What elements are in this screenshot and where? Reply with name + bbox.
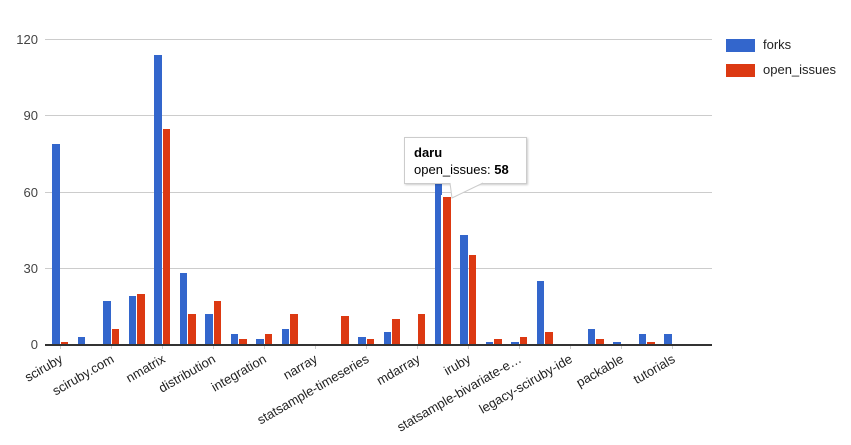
bar-forks-daru[interactable] — [434, 184, 443, 345]
x-axis-tick — [59, 346, 61, 349]
open-issues-swatch-icon — [726, 63, 755, 77]
y-axis-label: 0 — [30, 336, 38, 352]
x-axis-label: mdarray — [373, 351, 423, 388]
x-axis-label: narray — [280, 351, 321, 383]
x-axis-tick — [212, 346, 214, 349]
bar-forks-cat7[interactable] — [230, 334, 239, 345]
x-axis-tick — [161, 346, 163, 349]
x-axis-tick — [518, 346, 520, 349]
bar-open_issues-cat5[interactable] — [188, 313, 196, 345]
y-axis-label: 90 — [23, 108, 38, 124]
gridline — [45, 39, 712, 41]
bar-open_issues-cat19[interactable] — [545, 331, 553, 345]
x-axis-label: legacy-sciruby-ide — [476, 351, 576, 417]
tooltip-pointer-icon — [449, 182, 484, 199]
bar-open_issues-cat11[interactable] — [341, 316, 349, 345]
gridline — [45, 115, 712, 117]
bar-forks-cat23[interactable] — [638, 334, 647, 345]
x-axis-tick — [569, 346, 571, 349]
gridline — [45, 267, 712, 269]
forks-swatch-icon — [726, 38, 755, 52]
legend-item-open-issues: open_issues — [726, 63, 836, 77]
x-axis-tick — [314, 346, 316, 349]
bar-forks-nmatrix[interactable] — [154, 55, 162, 345]
x-axis-tick — [365, 346, 367, 349]
x-axis-label: integration — [209, 351, 270, 395]
legend-label: open_issues — [763, 62, 836, 77]
bar-open_issues-cat17[interactable] — [494, 339, 502, 345]
bar-open_issues-cat21[interactable] — [596, 339, 604, 345]
x-axis-tick — [416, 346, 418, 349]
bar-open_issues-cat13[interactable] — [392, 318, 400, 345]
bar-forks-cat19[interactable] — [536, 280, 545, 345]
bar-forks-cat9[interactable] — [281, 329, 290, 345]
x-axis-line — [45, 344, 712, 347]
y-axis-label: 60 — [23, 184, 38, 200]
bar-forks-packable[interactable] — [613, 341, 621, 345]
bar-forks-integration[interactable] — [256, 339, 264, 345]
bar-forks-iruby[interactable] — [460, 235, 468, 345]
x-axis-label: iruby — [441, 351, 474, 379]
x-axis-label: packable — [573, 351, 627, 391]
legend-item-forks: forks — [726, 38, 836, 52]
tooltip: daru open_issues: 58 — [404, 137, 527, 184]
tooltip-series-label: open_issues: — [414, 162, 491, 177]
bar-forks-cat13[interactable] — [383, 331, 392, 345]
x-axis-label: distribution — [156, 351, 219, 396]
gridline — [45, 191, 712, 193]
bar-forks-sciruby.com[interactable] — [103, 301, 111, 345]
bar-open_issues-integration[interactable] — [264, 334, 273, 345]
bar-forks-cat17[interactable] — [485, 341, 494, 345]
y-axis-label: 30 — [23, 260, 38, 276]
tooltip-value: 58 — [494, 162, 509, 177]
bar-open_issues-cat7[interactable] — [239, 339, 247, 345]
bar-open_issues-statsample-bivariate-e…[interactable] — [519, 336, 528, 345]
x-axis-label: tutorials — [630, 351, 678, 387]
bar-open_issues-sciruby.com[interactable] — [111, 329, 120, 345]
legend-label: forks — [763, 37, 792, 52]
y-axis-label: 120 — [16, 32, 38, 48]
bar-forks-cat1[interactable] — [77, 336, 86, 345]
bar-open_issues-cat3[interactable] — [137, 293, 145, 345]
x-axis-tick — [671, 346, 673, 349]
x-axis-tick — [467, 346, 469, 349]
x-axis-tick — [263, 346, 265, 349]
bar-open_issues-statsample-timeseries[interactable] — [366, 339, 375, 345]
bar-forks-sciruby[interactable] — [52, 143, 60, 345]
bar-forks-tutorials[interactable] — [664, 334, 672, 345]
bar-open_issues-iruby[interactable] — [468, 255, 477, 345]
bar-forks-cat3[interactable] — [128, 296, 137, 345]
bar-forks-cat5[interactable] — [179, 273, 188, 345]
bar-open_issues-distribution[interactable] — [213, 301, 222, 345]
bar-open_issues-sciruby[interactable] — [60, 341, 69, 345]
bar-forks-cat21[interactable] — [587, 329, 596, 345]
bar-forks-statsample-bivariate-e…[interactable] — [511, 341, 519, 345]
bar-open_issues-mdarray[interactable] — [417, 313, 426, 345]
tooltip-title: daru — [414, 145, 443, 160]
bar-forks-statsample-timeseries[interactable] — [358, 336, 366, 345]
tooltip-value-line: open_issues: 58 — [414, 161, 517, 178]
bar-open_issues-nmatrix[interactable] — [162, 128, 171, 345]
bar-open_issues-cat23[interactable] — [647, 341, 655, 345]
bar-hovered-open_issues[interactable] — [441, 195, 453, 347]
legend: forks open_issues — [726, 38, 836, 88]
bar-forks-distribution[interactable] — [205, 313, 213, 345]
x-axis-tick — [110, 346, 112, 349]
bar-open_issues-cat9[interactable] — [290, 313, 298, 345]
x-axis-tick — [620, 346, 622, 349]
